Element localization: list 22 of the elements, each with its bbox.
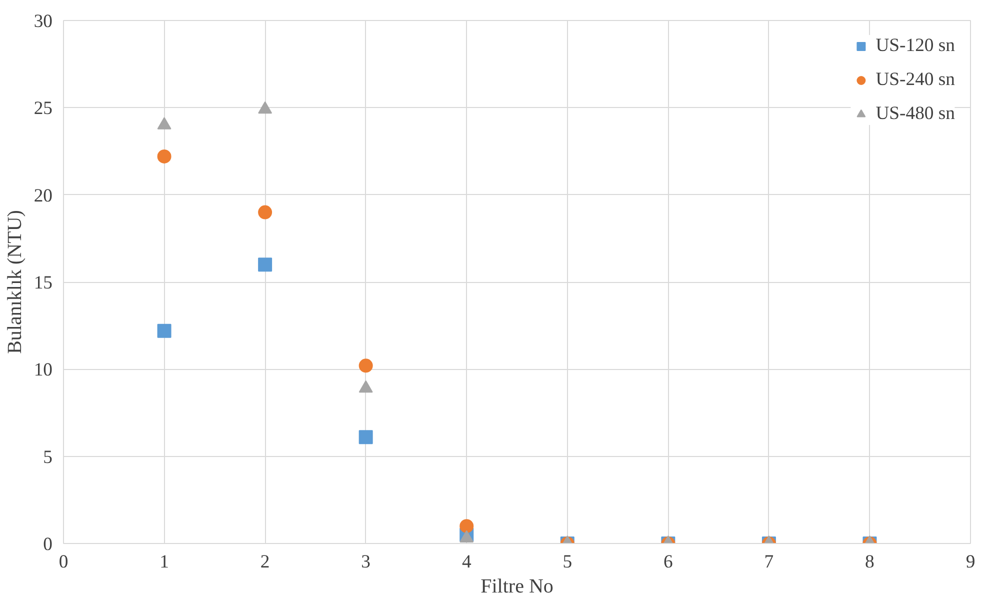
y-tick-label: 0 (43, 534, 52, 555)
x-tick-label: 4 (462, 552, 472, 572)
legend-label: US-240 sn (876, 69, 955, 91)
y-tick-label: 20 (34, 185, 52, 206)
x-tick-label: 9 (966, 552, 976, 572)
legend-label: US-480 sn (876, 103, 955, 125)
y-tick-label: 30 (34, 11, 52, 32)
x-tick-label: 6 (664, 552, 673, 572)
y-tick-label: 25 (34, 98, 52, 120)
x-tick-label: 5 (562, 552, 572, 572)
y-tick-label: 5 (43, 446, 52, 468)
y-tick-label: 15 (34, 272, 52, 294)
x-tick-label: 0 (58, 552, 68, 572)
x-tick-label: 7 (764, 552, 774, 572)
x-axis-title: Filtre No (480, 576, 554, 598)
x-tick-label: 2 (260, 552, 270, 572)
x-tick-label: 1 (160, 552, 169, 572)
y-tick-label: 10 (34, 360, 52, 381)
legend-label: US-120 sn (876, 35, 955, 57)
y-axis-title: Bulanıklık (NTU) (4, 210, 26, 354)
x-tick-label: 8 (865, 552, 874, 572)
x-tick-label: 3 (361, 552, 370, 572)
